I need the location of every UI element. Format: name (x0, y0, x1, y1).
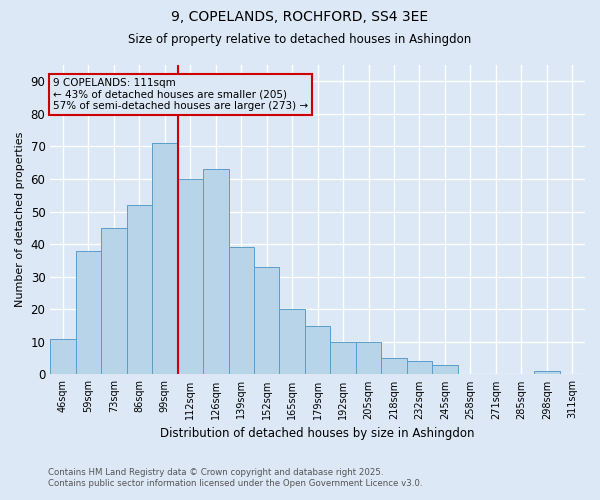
Bar (76, 250, 101, 374)
Bar (534, 371, 560, 374)
X-axis label: Distribution of detached houses by size in Ashingdon: Distribution of detached houses by size … (160, 427, 475, 440)
Bar (101, 228, 127, 374)
Bar (50, 338, 76, 374)
Bar (203, 169, 229, 374)
Bar (254, 267, 280, 374)
Bar (382, 358, 407, 374)
Bar (127, 205, 152, 374)
Bar (305, 326, 331, 374)
Text: Size of property relative to detached houses in Ashingdon: Size of property relative to detached ho… (128, 32, 472, 46)
Bar (407, 362, 432, 374)
Bar (178, 179, 203, 374)
Y-axis label: Number of detached properties: Number of detached properties (15, 132, 25, 308)
Bar (229, 248, 254, 374)
Bar (331, 342, 356, 374)
Text: 9, COPELANDS, ROCHFORD, SS4 3EE: 9, COPELANDS, ROCHFORD, SS4 3EE (172, 10, 428, 24)
Text: Contains HM Land Registry data © Crown copyright and database right 2025.
Contai: Contains HM Land Registry data © Crown c… (48, 468, 422, 487)
Bar (280, 310, 305, 374)
Bar (356, 342, 382, 374)
Bar (432, 364, 458, 374)
Text: 9 COPELANDS: 111sqm
← 43% of detached houses are smaller (205)
57% of semi-detac: 9 COPELANDS: 111sqm ← 43% of detached ho… (53, 78, 308, 111)
Bar (152, 143, 178, 374)
